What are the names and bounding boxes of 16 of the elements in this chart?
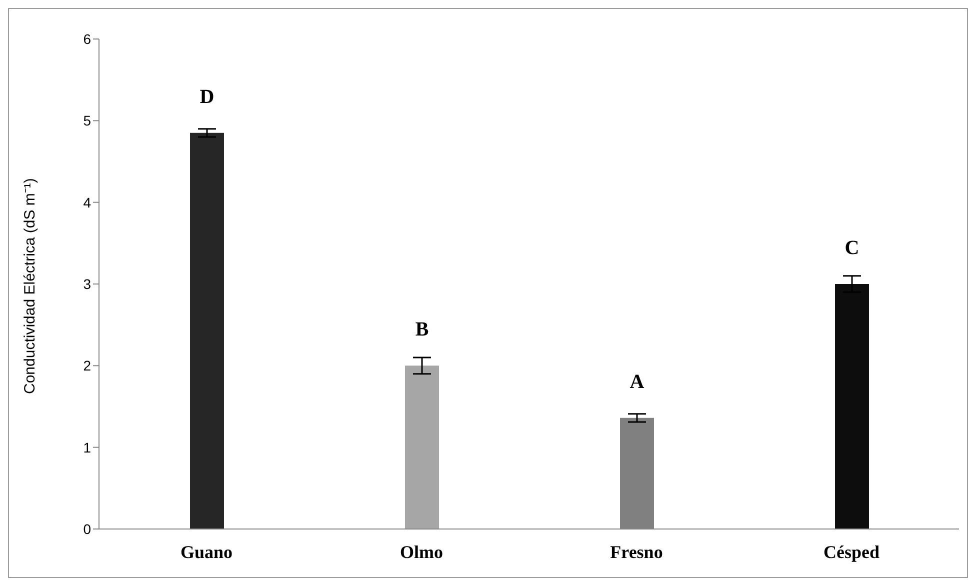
y-tick-label: 0: [83, 520, 92, 537]
y-tick-label: 2: [83, 358, 92, 374]
y-tick-label: 5: [83, 112, 92, 129]
y-tick-label: 1: [83, 439, 92, 456]
data-label: C: [844, 237, 860, 259]
y-tick-label: 6: [83, 30, 92, 47]
x-tick-label: Guano: [180, 542, 233, 562]
x-tick-label: Césped: [823, 542, 880, 562]
y-axis-title: Conductividad Eléctrica (dS m⁻¹): [21, 178, 38, 394]
data-label: A: [630, 370, 645, 393]
data-label: D: [200, 86, 214, 108]
data-label: B: [415, 318, 429, 341]
y-tick-label: 4: [83, 194, 92, 210]
x-tick-label: Olmo: [400, 542, 443, 562]
y-tick-label: 3: [83, 276, 92, 292]
x-tick-label: Fresno: [610, 542, 663, 562]
